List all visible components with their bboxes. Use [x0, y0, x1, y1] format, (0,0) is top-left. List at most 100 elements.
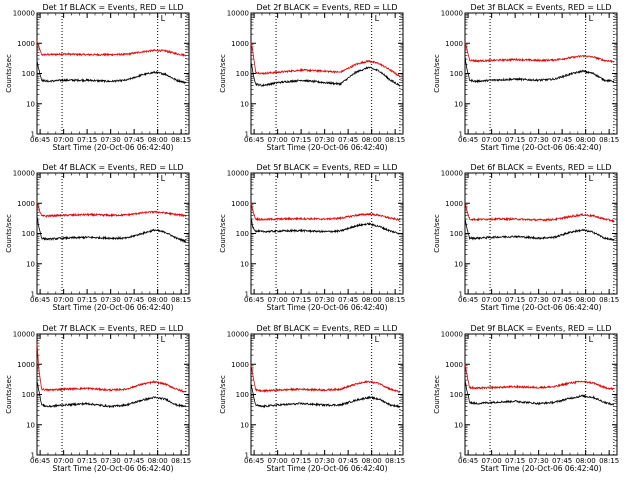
marker-annotation: L — [161, 174, 166, 183]
y-tick-label: 10 — [240, 421, 249, 429]
y-tick-label: 10 — [26, 260, 35, 268]
y-tick-label: 1000 — [445, 200, 463, 208]
marker-annotation: L — [589, 14, 594, 23]
x-tick-label: 07:30 — [315, 457, 335, 465]
x-axis-label: Start Time (20-Oct-06 06:42:40) — [480, 303, 601, 312]
events-series-line — [464, 218, 615, 242]
marker-annotation: L — [375, 335, 380, 344]
x-tick-label: 06:45 — [244, 296, 264, 304]
y-tick-label: 100 — [22, 391, 35, 399]
y-tick-label: 10000 — [227, 170, 249, 178]
y-tick-label: 1 — [31, 452, 35, 460]
lld-series-line — [36, 201, 187, 219]
x-tick-label: 07:45 — [124, 136, 144, 144]
lld-series-line — [36, 343, 186, 394]
x-tick-label: 07:30 — [529, 296, 549, 304]
x-tick-label: 07:15 — [505, 457, 525, 465]
x-tick-label: 07:45 — [338, 136, 358, 144]
y-tick-label: 1000 — [445, 40, 463, 48]
x-axis-label: Start Time (20-Oct-06 06:42:40) — [266, 303, 387, 312]
x-tick-label: 08:15 — [599, 457, 619, 465]
lld-series-line — [464, 363, 615, 391]
x-tick-label: 07:30 — [529, 457, 549, 465]
x-tick-label: 08:00 — [576, 136, 596, 144]
y-tick-label: 1 — [245, 452, 249, 460]
x-tick-label: 07:00 — [482, 136, 502, 144]
lld-series-line — [250, 203, 401, 222]
events-series-line — [250, 216, 401, 235]
y-axis-label: Counts/sec — [433, 54, 441, 93]
x-tick-label: 07:00 — [268, 296, 288, 304]
x-tick-label: 07:45 — [338, 296, 358, 304]
marker-annotation: L — [589, 335, 594, 344]
y-tick-label: 100 — [22, 230, 35, 238]
x-tick-label: 07:00 — [268, 457, 288, 465]
y-tick-label: 10 — [240, 100, 249, 108]
x-tick-label: 06:45 — [458, 136, 478, 144]
y-axis-label: Counts/sec — [5, 54, 13, 93]
x-tick-label: 06:45 — [458, 457, 478, 465]
x-tick-label: 07:30 — [529, 136, 549, 144]
x-tick-label: 07:15 — [291, 136, 311, 144]
chart-panel-4: Det 4f BLACK = Events, RED = LLD 1 10 100 10… — [5, 163, 191, 312]
y-tick-label: 100 — [450, 391, 463, 399]
chart-title: Det 9f BLACK = Events, RED = LLD — [470, 324, 611, 333]
x-tick-label: 07:15 — [291, 457, 311, 465]
x-tick-label: 08:00 — [148, 457, 168, 465]
plot-frame — [36, 12, 190, 135]
x-tick-label: 08:00 — [576, 457, 596, 465]
chart-panel-5: Det 5f BLACK = Events, RED = LLD 1 10 100 10… — [219, 163, 405, 312]
x-axis-label: Start Time (20-Oct-06 06:42:40) — [266, 143, 387, 152]
chart-panel-8: Det 8f BLACK = Events, RED = LLD 1 10 100 10… — [219, 324, 405, 473]
y-tick-label: 10000 — [13, 10, 35, 18]
x-axis-label: Start Time (20-Oct-06 06:42:40) — [480, 464, 601, 473]
events-series-line — [36, 215, 186, 244]
y-tick-label: 10 — [454, 100, 463, 108]
events-series-line — [464, 56, 615, 84]
x-tick-label: 07:45 — [552, 136, 572, 144]
x-tick-label: 07:30 — [315, 296, 335, 304]
chart-title: Det 8f BLACK = Events, RED = LLD — [256, 324, 397, 333]
x-tick-label: 08:15 — [171, 296, 191, 304]
y-axis-label: Counts/sec — [219, 375, 227, 414]
x-tick-label: 08:00 — [362, 457, 382, 465]
x-tick-label: 07:15 — [505, 136, 525, 144]
x-tick-label: 06:45 — [30, 136, 50, 144]
y-tick-label: 1 — [459, 291, 463, 299]
x-tick-label: 08:15 — [599, 136, 619, 144]
y-tick-label: 100 — [450, 230, 463, 238]
x-tick-label: 07:30 — [315, 136, 335, 144]
x-tick-label: 06:45 — [244, 136, 264, 144]
y-tick-label: 1 — [31, 291, 35, 299]
y-tick-label: 10000 — [441, 170, 463, 178]
x-tick-label: 07:45 — [124, 296, 144, 304]
y-tick-label: 10000 — [13, 170, 35, 178]
chart-panel-3: Det 3f BLACK = Events, RED = LLD 1 10 100 10… — [433, 3, 619, 152]
chart-title: Det 3f BLACK = Events, RED = LLD — [470, 3, 611, 12]
y-tick-label: 10000 — [227, 10, 249, 18]
chart-panel-2: Det 2f BLACK = Events, RED = LLD 1 10 100 10… — [219, 3, 405, 152]
chart-title: Det 6f BLACK = Events, RED = LLD — [470, 163, 611, 172]
y-tick-label: 10 — [454, 260, 463, 268]
chart-panel-6: Det 6f BLACK = Events, RED = LLD 1 10 100 10… — [433, 163, 619, 312]
x-tick-label: 08:15 — [385, 457, 405, 465]
plot-frame — [250, 333, 404, 456]
y-tick-label: 1000 — [445, 361, 463, 369]
x-tick-label: 07:15 — [505, 296, 525, 304]
marker-annotation: L — [589, 174, 594, 183]
y-tick-label: 1000 — [17, 200, 35, 208]
y-tick-label: 10000 — [441, 331, 463, 339]
events-series-line — [36, 380, 187, 409]
x-tick-label: 08:15 — [385, 296, 405, 304]
y-tick-label: 1 — [459, 452, 463, 460]
marker-annotation: L — [161, 14, 166, 23]
x-tick-label: 08:15 — [171, 136, 191, 144]
x-tick-label: 06:45 — [30, 457, 50, 465]
chart-panel-1: Det 1f BLACK = Events, RED = LLD 1 10 100 10… — [5, 3, 191, 152]
events-series-line — [36, 60, 187, 85]
y-tick-label: 10 — [454, 421, 463, 429]
chart-title: Det 1f BLACK = Events, RED = LLD — [42, 3, 183, 12]
x-tick-label: 07:00 — [482, 457, 502, 465]
x-tick-label: 07:30 — [101, 136, 121, 144]
